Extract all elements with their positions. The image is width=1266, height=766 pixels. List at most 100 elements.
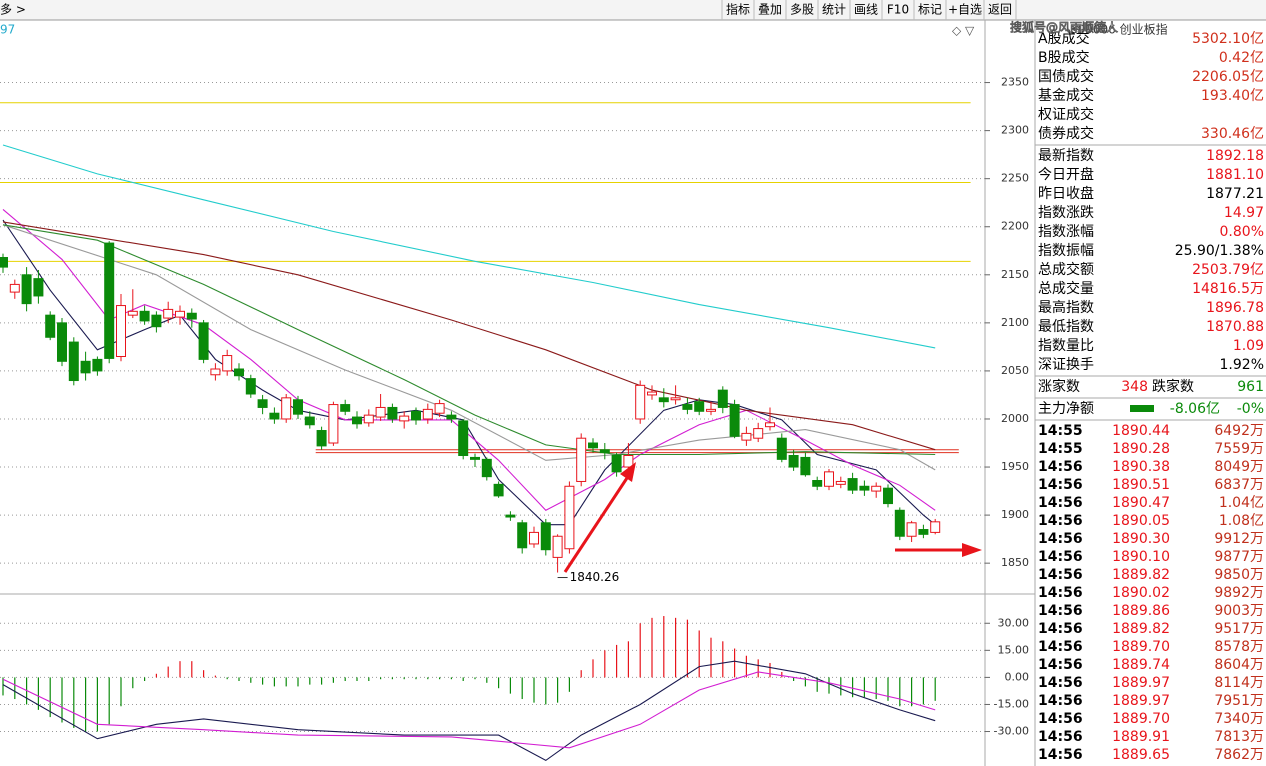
candle-body	[92, 358, 103, 372]
toolbar-bg	[0, 0, 1266, 20]
candle-body	[33, 278, 44, 297]
candle-body	[529, 531, 539, 545]
candle-body	[894, 509, 905, 537]
candle-body	[363, 414, 374, 424]
tick-volume: 9517万	[1214, 621, 1264, 637]
tick-time: 14:56	[1038, 657, 1083, 673]
candle-body	[234, 368, 244, 377]
candle-body	[186, 312, 197, 320]
toolbar-button[interactable]: 返回	[988, 3, 1012, 17]
stat-label: 指数量比	[1038, 338, 1094, 354]
tick-volume: 9003万	[1214, 603, 1264, 619]
candle-body	[918, 529, 929, 535]
toolbar-button[interactable]: 统计	[822, 3, 846, 17]
tick-volume: 6837万	[1214, 477, 1264, 493]
tick-time: 14:56	[1038, 675, 1083, 691]
tick-price: 1889.86	[1112, 603, 1170, 619]
y-tick-label: -30.00	[994, 725, 1029, 738]
watermark: 搜狐号@风雨顺德人	[1010, 20, 1118, 35]
stat-value: 25.90/1.38%	[1175, 243, 1264, 259]
down-label: 跌家数	[1152, 378, 1194, 395]
toolbar-button[interactable]: 画线	[854, 3, 878, 17]
up-count: 348	[1121, 379, 1148, 395]
stat-label: 最高指数	[1038, 299, 1094, 316]
candle-body	[151, 314, 162, 328]
tick-volume: 7340万	[1214, 711, 1264, 727]
moving-average	[2, 208, 936, 511]
candle-body	[505, 514, 516, 518]
candle-body	[835, 480, 846, 485]
tick-time: 14:56	[1038, 495, 1083, 511]
tick-volume: 1.04亿	[1219, 495, 1264, 511]
candle-body	[611, 455, 622, 473]
tick-price: 1890.28	[1112, 441, 1170, 457]
toolbar-button[interactable]: 指标	[726, 2, 750, 17]
stat-label: 债券成交	[1038, 125, 1094, 142]
candle-body	[446, 414, 457, 420]
tick-price: 1889.74	[1112, 657, 1170, 673]
candle-body	[599, 449, 610, 454]
candle-body	[871, 485, 882, 492]
arrow-up	[563, 477, 629, 573]
candle-body	[340, 404, 351, 412]
tick-price: 1889.91	[1112, 729, 1170, 745]
stat-value: 2206.05亿	[1192, 69, 1264, 85]
candle-body	[375, 406, 386, 418]
candle-body	[116, 305, 126, 358]
candle-body	[635, 384, 646, 420]
stat-value: 1881.10	[1206, 167, 1264, 183]
left-sub: 97	[0, 23, 15, 37]
candle-body	[588, 442, 598, 449]
y-tick-label: 2050	[1001, 364, 1029, 377]
tick-time: 14:56	[1038, 747, 1083, 763]
arrow-head	[620, 462, 636, 482]
stat-value: 1877.21	[1206, 186, 1264, 202]
main-force-value: -8.06亿	[1170, 401, 1220, 417]
candle-body	[139, 310, 150, 322]
toolbar-button[interactable]: +自选	[948, 3, 982, 17]
tick-price: 1889.97	[1112, 675, 1170, 691]
candle-body	[57, 322, 67, 362]
index-code: 399006 创业板指	[1070, 22, 1168, 37]
tick-price: 1890.10	[1112, 549, 1170, 565]
tick-volume: 8578万	[1214, 639, 1264, 655]
stat-value: 14.97	[1224, 205, 1264, 221]
toolbar-button[interactable]: 叠加	[758, 3, 782, 17]
candle-body	[245, 378, 256, 395]
candle-body	[9, 283, 20, 293]
toolbar-button[interactable]: F10	[887, 3, 909, 17]
candle-body	[847, 478, 858, 491]
candle-body	[623, 455, 634, 468]
candle-body	[564, 485, 575, 550]
icons[interactable]: ◇ ▽	[952, 24, 975, 38]
stat-label: 权证成交	[1038, 106, 1094, 123]
candle-body	[883, 487, 893, 505]
moving-average	[2, 221, 936, 451]
y-tick-label: 2200	[1001, 220, 1029, 233]
candle-body	[304, 416, 315, 426]
tick-volume: 8049万	[1214, 459, 1264, 475]
stat-label: 指数涨跌	[1038, 205, 1094, 221]
y-tick-label: 2250	[1001, 172, 1029, 185]
stat-value: 330.46亿	[1201, 126, 1264, 142]
down-count: 961	[1237, 379, 1264, 395]
candle-body	[824, 471, 834, 487]
tick-volume: 6492万	[1214, 423, 1264, 439]
candle-body	[717, 389, 728, 408]
tick-price: 1889.82	[1112, 621, 1170, 637]
y-tick-label: 2100	[1001, 316, 1029, 329]
candle-body	[741, 432, 752, 441]
candle-body	[552, 535, 563, 558]
tick-time: 14:56	[1038, 513, 1083, 529]
annotation: 1840.26	[570, 570, 620, 584]
candle-body	[198, 322, 209, 360]
tick-price: 1890.51	[1112, 477, 1170, 493]
stat-value: 1896.78	[1206, 300, 1264, 316]
toolbar-button[interactable]: 标记	[918, 3, 942, 17]
toolbar-button[interactable]: 多股	[790, 3, 814, 17]
stat-value: 1.09	[1233, 338, 1264, 354]
y-tick-label: 2300	[1001, 124, 1029, 137]
tick-price: 1889.97	[1112, 693, 1170, 709]
y-tick-label: 15.00	[998, 643, 1030, 656]
